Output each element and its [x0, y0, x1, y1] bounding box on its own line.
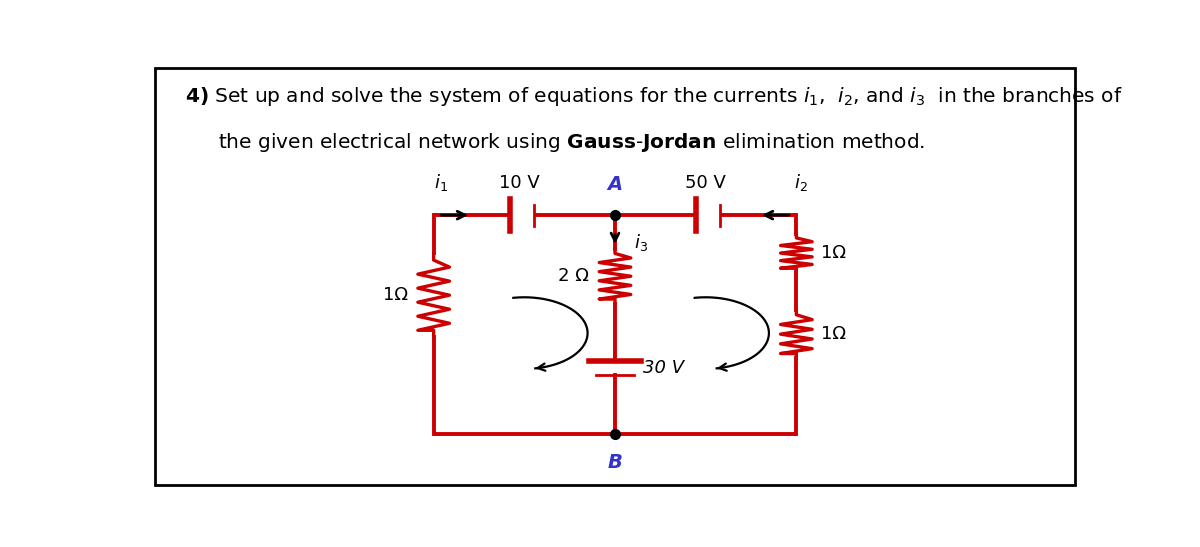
Text: 1Ω: 1Ω	[383, 286, 408, 304]
Text: $\mathbf{4)}$ Set up and solve the system of equations for the currents $i_1$,  : $\mathbf{4)}$ Set up and solve the syste…	[185, 85, 1123, 108]
Text: the given electrical network using $\mathbf{Gauss\text{-}Jordan}$ elimination me: the given electrical network using $\mat…	[218, 131, 925, 154]
Text: $i_1$: $i_1$	[434, 172, 448, 193]
Text: $i_3$: $i_3$	[634, 232, 648, 253]
Text: 2 Ω: 2 Ω	[558, 267, 589, 285]
Text: 30 V: 30 V	[643, 359, 684, 377]
Text: 10 V: 10 V	[499, 174, 540, 192]
FancyBboxPatch shape	[155, 68, 1075, 485]
Text: 50 V: 50 V	[685, 174, 726, 192]
Text: B: B	[607, 453, 623, 472]
Text: 1Ω: 1Ω	[821, 244, 846, 262]
Text: $i_2$: $i_2$	[794, 172, 809, 193]
Text: A: A	[607, 175, 623, 194]
Text: 1Ω: 1Ω	[821, 325, 846, 343]
